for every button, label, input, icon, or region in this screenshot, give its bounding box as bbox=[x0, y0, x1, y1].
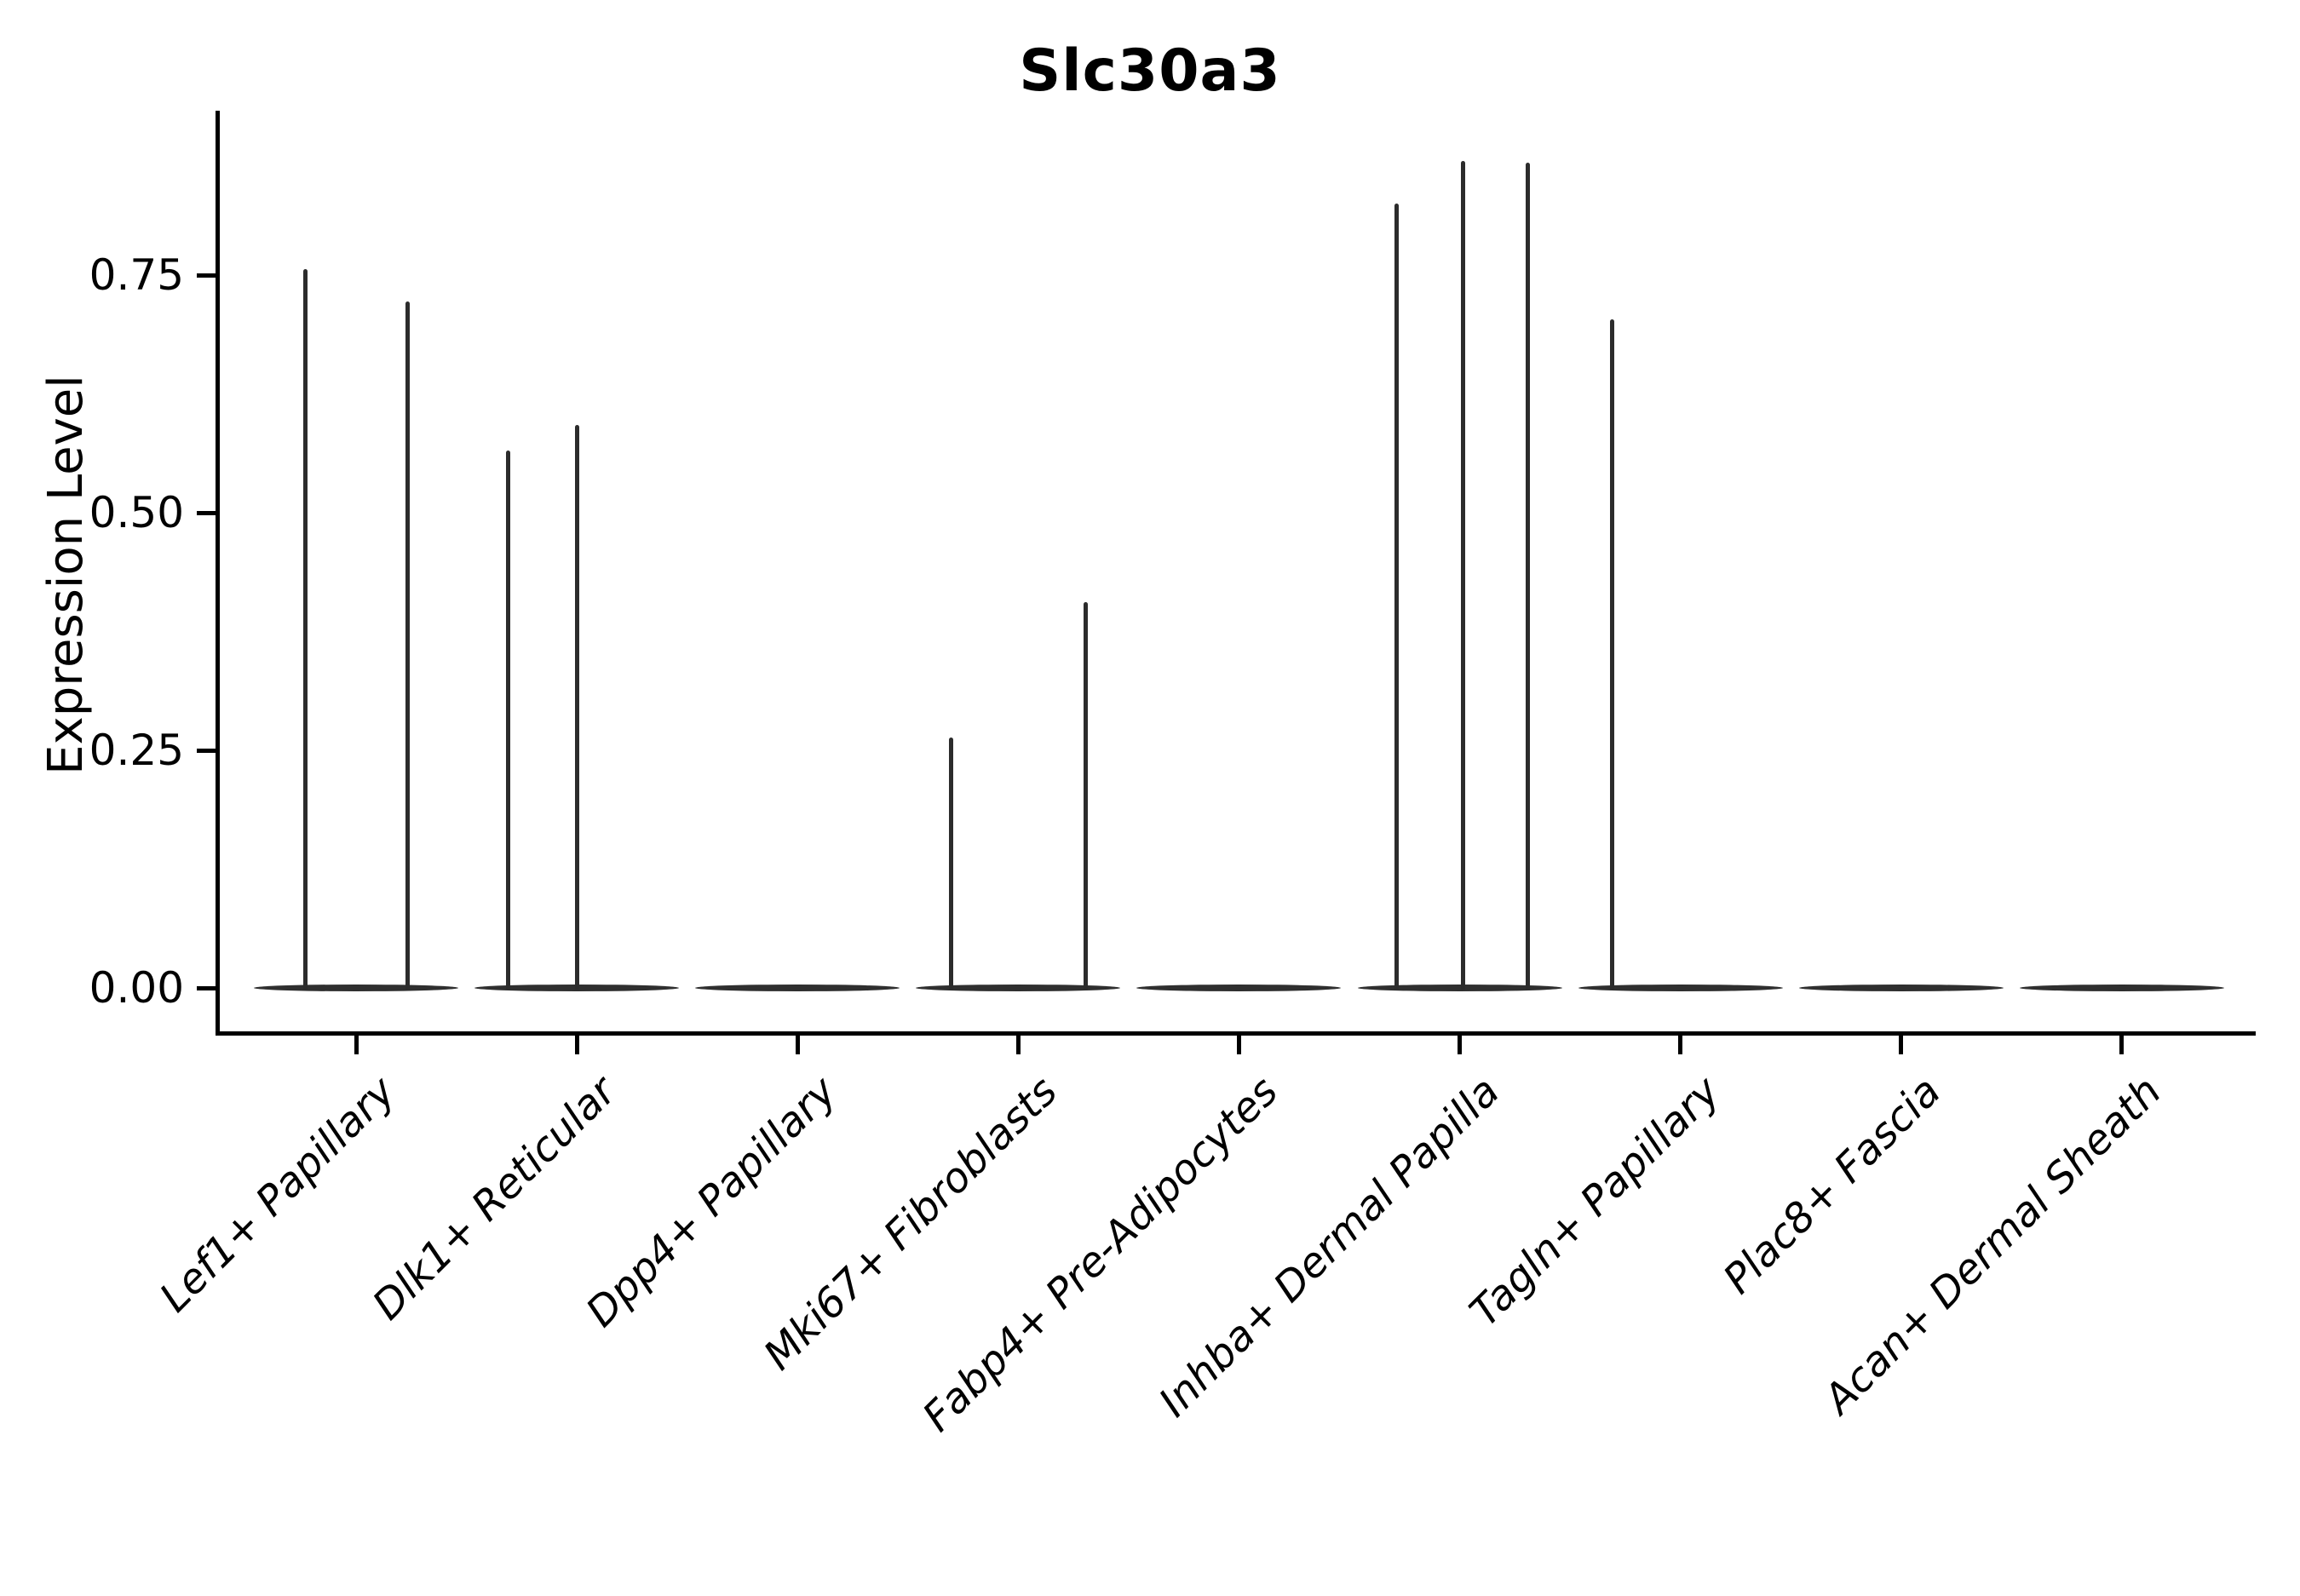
y-axis-spine bbox=[216, 111, 220, 1036]
violin-spike bbox=[574, 425, 579, 990]
violin-baseline bbox=[2019, 985, 2224, 991]
violin-spike bbox=[1084, 601, 1088, 990]
y-tick-label: 0.00 bbox=[89, 963, 184, 1013]
x-tick bbox=[1458, 1036, 1462, 1054]
violin-spike bbox=[1526, 163, 1531, 990]
x-tick bbox=[1236, 1036, 1241, 1054]
violin-baseline bbox=[1578, 985, 1783, 991]
violin-spike bbox=[1394, 204, 1399, 990]
chart-title: Slc30a3 bbox=[1019, 37, 1281, 105]
y-axis-label: Expression Level bbox=[38, 375, 94, 775]
y-tick bbox=[197, 748, 217, 753]
x-axis-spine bbox=[216, 1031, 2256, 1036]
x-tick bbox=[574, 1036, 579, 1054]
violin-baseline bbox=[254, 985, 458, 991]
violin-baseline bbox=[916, 985, 1121, 991]
violin-spike bbox=[506, 451, 511, 990]
violin-spike bbox=[302, 269, 308, 990]
x-tick bbox=[1899, 1036, 1904, 1054]
x-tick bbox=[1015, 1036, 1021, 1054]
x-tick bbox=[1678, 1036, 1683, 1054]
violin-spike bbox=[1460, 161, 1465, 990]
x-tick bbox=[795, 1036, 800, 1054]
violin-spike bbox=[405, 301, 410, 990]
x-tick bbox=[2119, 1036, 2125, 1054]
y-tick-label: 0.25 bbox=[89, 726, 184, 775]
violin-spike bbox=[1609, 319, 1614, 990]
violin-plot-figure: Slc30a3 Expression Level 0.00 0.25 0.50 0.7… bbox=[38, 37, 2256, 1441]
y-tick-label: 0.75 bbox=[89, 250, 184, 300]
y-tick bbox=[197, 273, 217, 278]
violin-baseline bbox=[1798, 985, 2004, 991]
y-tick bbox=[197, 510, 217, 515]
violin-baseline bbox=[695, 985, 900, 991]
violin-baseline bbox=[1357, 985, 1562, 991]
x-tick bbox=[354, 1036, 359, 1054]
violin-spike bbox=[948, 738, 953, 990]
y-tick-label: 0.50 bbox=[89, 488, 184, 537]
y-tick bbox=[197, 985, 217, 990]
violin-baseline bbox=[1136, 985, 1342, 991]
